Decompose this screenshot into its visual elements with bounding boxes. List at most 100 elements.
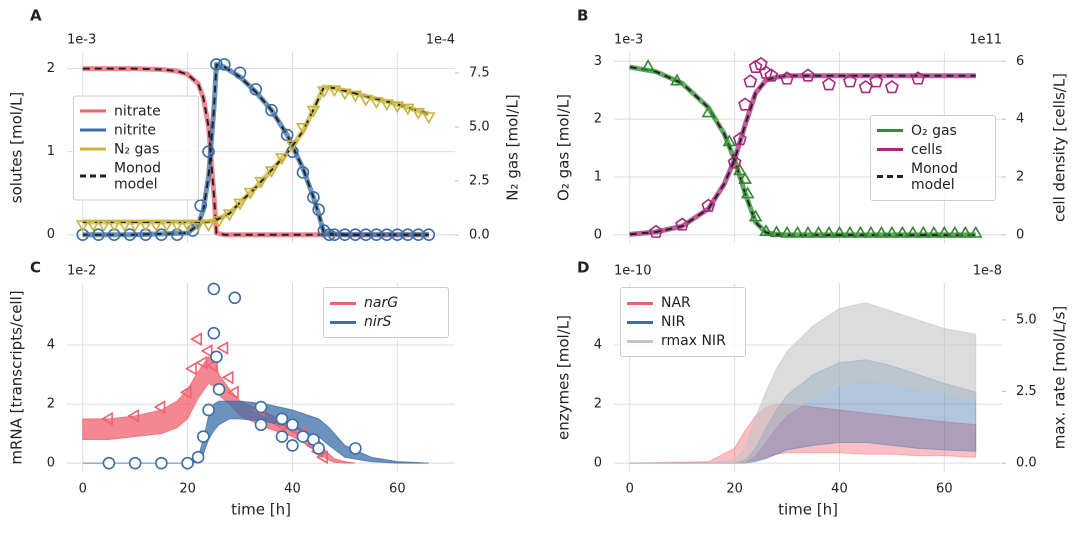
legend-label: N₂ gas	[114, 141, 160, 157]
data-point	[675, 217, 690, 231]
y2-tick-label: 6	[1016, 54, 1024, 69]
x-tick-label: 0	[79, 482, 87, 497]
data-point	[102, 456, 116, 470]
data-point	[322, 228, 336, 241]
legend-swatch	[330, 301, 356, 305]
legend-entry: O₂ gas	[877, 123, 989, 139]
legend: O₂ gas cells Monod model	[870, 114, 996, 201]
y2-tick-label: 0.0	[1016, 456, 1037, 471]
legend-label: nirS	[364, 314, 392, 330]
data-point	[400, 103, 415, 116]
data-point	[317, 86, 331, 99]
data-point	[759, 224, 773, 236]
x-tick-label: 20	[726, 482, 743, 497]
data-point	[738, 97, 753, 111]
data-point	[853, 225, 868, 238]
data-point	[286, 145, 299, 158]
data-point	[801, 68, 815, 82]
y-offset: 1e-3	[614, 33, 643, 48]
data-point	[884, 79, 899, 94]
data-point	[648, 224, 663, 238]
data-point	[184, 361, 197, 376]
x-tick-label: 40	[831, 482, 848, 497]
legend-entry: Monod model	[877, 161, 989, 193]
data-point	[243, 187, 258, 200]
data-point	[764, 68, 779, 82]
legend-label: Monod model	[114, 160, 161, 192]
legend-swatch	[80, 128, 106, 132]
legend: NAR NIR rmax NIR	[620, 287, 746, 357]
data-point	[348, 90, 363, 103]
data-point	[790, 225, 805, 238]
x-tick-label: 0	[626, 482, 634, 497]
data-point	[127, 409, 140, 423]
data-point	[947, 225, 962, 238]
data-point	[275, 412, 289, 426]
x-axis-label: time [h]	[231, 501, 291, 519]
data-point	[181, 456, 194, 470]
data-point	[911, 71, 926, 85]
data-point	[296, 430, 310, 443]
ensemble-band	[629, 302, 977, 464]
data-point	[832, 225, 847, 238]
legend-entry: nitrite	[80, 122, 192, 138]
data-point	[874, 225, 889, 238]
data-point	[254, 177, 268, 189]
data-point	[748, 59, 763, 73]
data-point	[190, 332, 203, 346]
y2-tick-label: 2.5	[1016, 384, 1037, 399]
legend-label: Monod model	[911, 160, 958, 193]
legend-entry: N₂ gas	[80, 141, 192, 157]
legend-label: rmax NIR	[661, 333, 726, 349]
legend-entry: nitrate	[80, 103, 192, 119]
data-point	[286, 418, 299, 432]
data-point	[149, 220, 163, 233]
y2-tick-label: 5.0	[1016, 312, 1037, 327]
data-point	[159, 220, 174, 233]
legend-label: cells	[911, 141, 943, 158]
legend-entry: cells	[877, 142, 989, 158]
data-point	[822, 225, 836, 238]
data-point	[205, 358, 218, 373]
data-point	[641, 59, 655, 72]
data-point	[285, 140, 300, 153]
data-point	[307, 191, 320, 204]
legend-entry: narG	[330, 295, 442, 311]
y2-axis-label: max. rate [mol/L/s]	[1051, 306, 1069, 449]
data-point	[200, 344, 213, 358]
data-point	[926, 225, 941, 238]
y2-offset: 1e-8	[973, 264, 1002, 279]
data-point	[958, 225, 973, 238]
data-point	[885, 225, 899, 238]
y-tick-label: 0	[594, 456, 602, 471]
data-point	[202, 145, 215, 158]
data-point	[732, 132, 747, 146]
data-point	[226, 385, 239, 400]
data-point	[254, 400, 268, 414]
y2-tick-label: 2	[1016, 170, 1024, 185]
data-point	[312, 442, 325, 455]
data-point	[916, 225, 931, 238]
y-tick-label: 4	[594, 338, 602, 353]
data-point	[296, 166, 310, 179]
data-point	[265, 103, 278, 117]
data-point	[210, 58, 223, 71]
data-point	[207, 326, 221, 340]
panel-label: B	[577, 7, 588, 25]
data-point	[195, 355, 208, 370]
data-point	[180, 220, 195, 233]
legend-entry: rmax NIR	[627, 333, 739, 349]
y-axis-label: solutes [mol/L]	[8, 92, 26, 203]
legend-label: NAR	[661, 295, 691, 311]
data-point	[228, 291, 242, 305]
data-point	[117, 220, 132, 233]
y-axis-label: mRNA [transcripts/cell]	[8, 290, 26, 464]
y-offset: 1e-3	[67, 33, 96, 48]
data-point	[738, 171, 752, 184]
data-point	[822, 77, 836, 91]
data-point	[390, 101, 405, 114]
y-tick-label: 2	[594, 112, 602, 127]
data-point	[937, 225, 952, 238]
y2-tick-label: 4	[1016, 112, 1024, 127]
data-point	[212, 383, 226, 396]
